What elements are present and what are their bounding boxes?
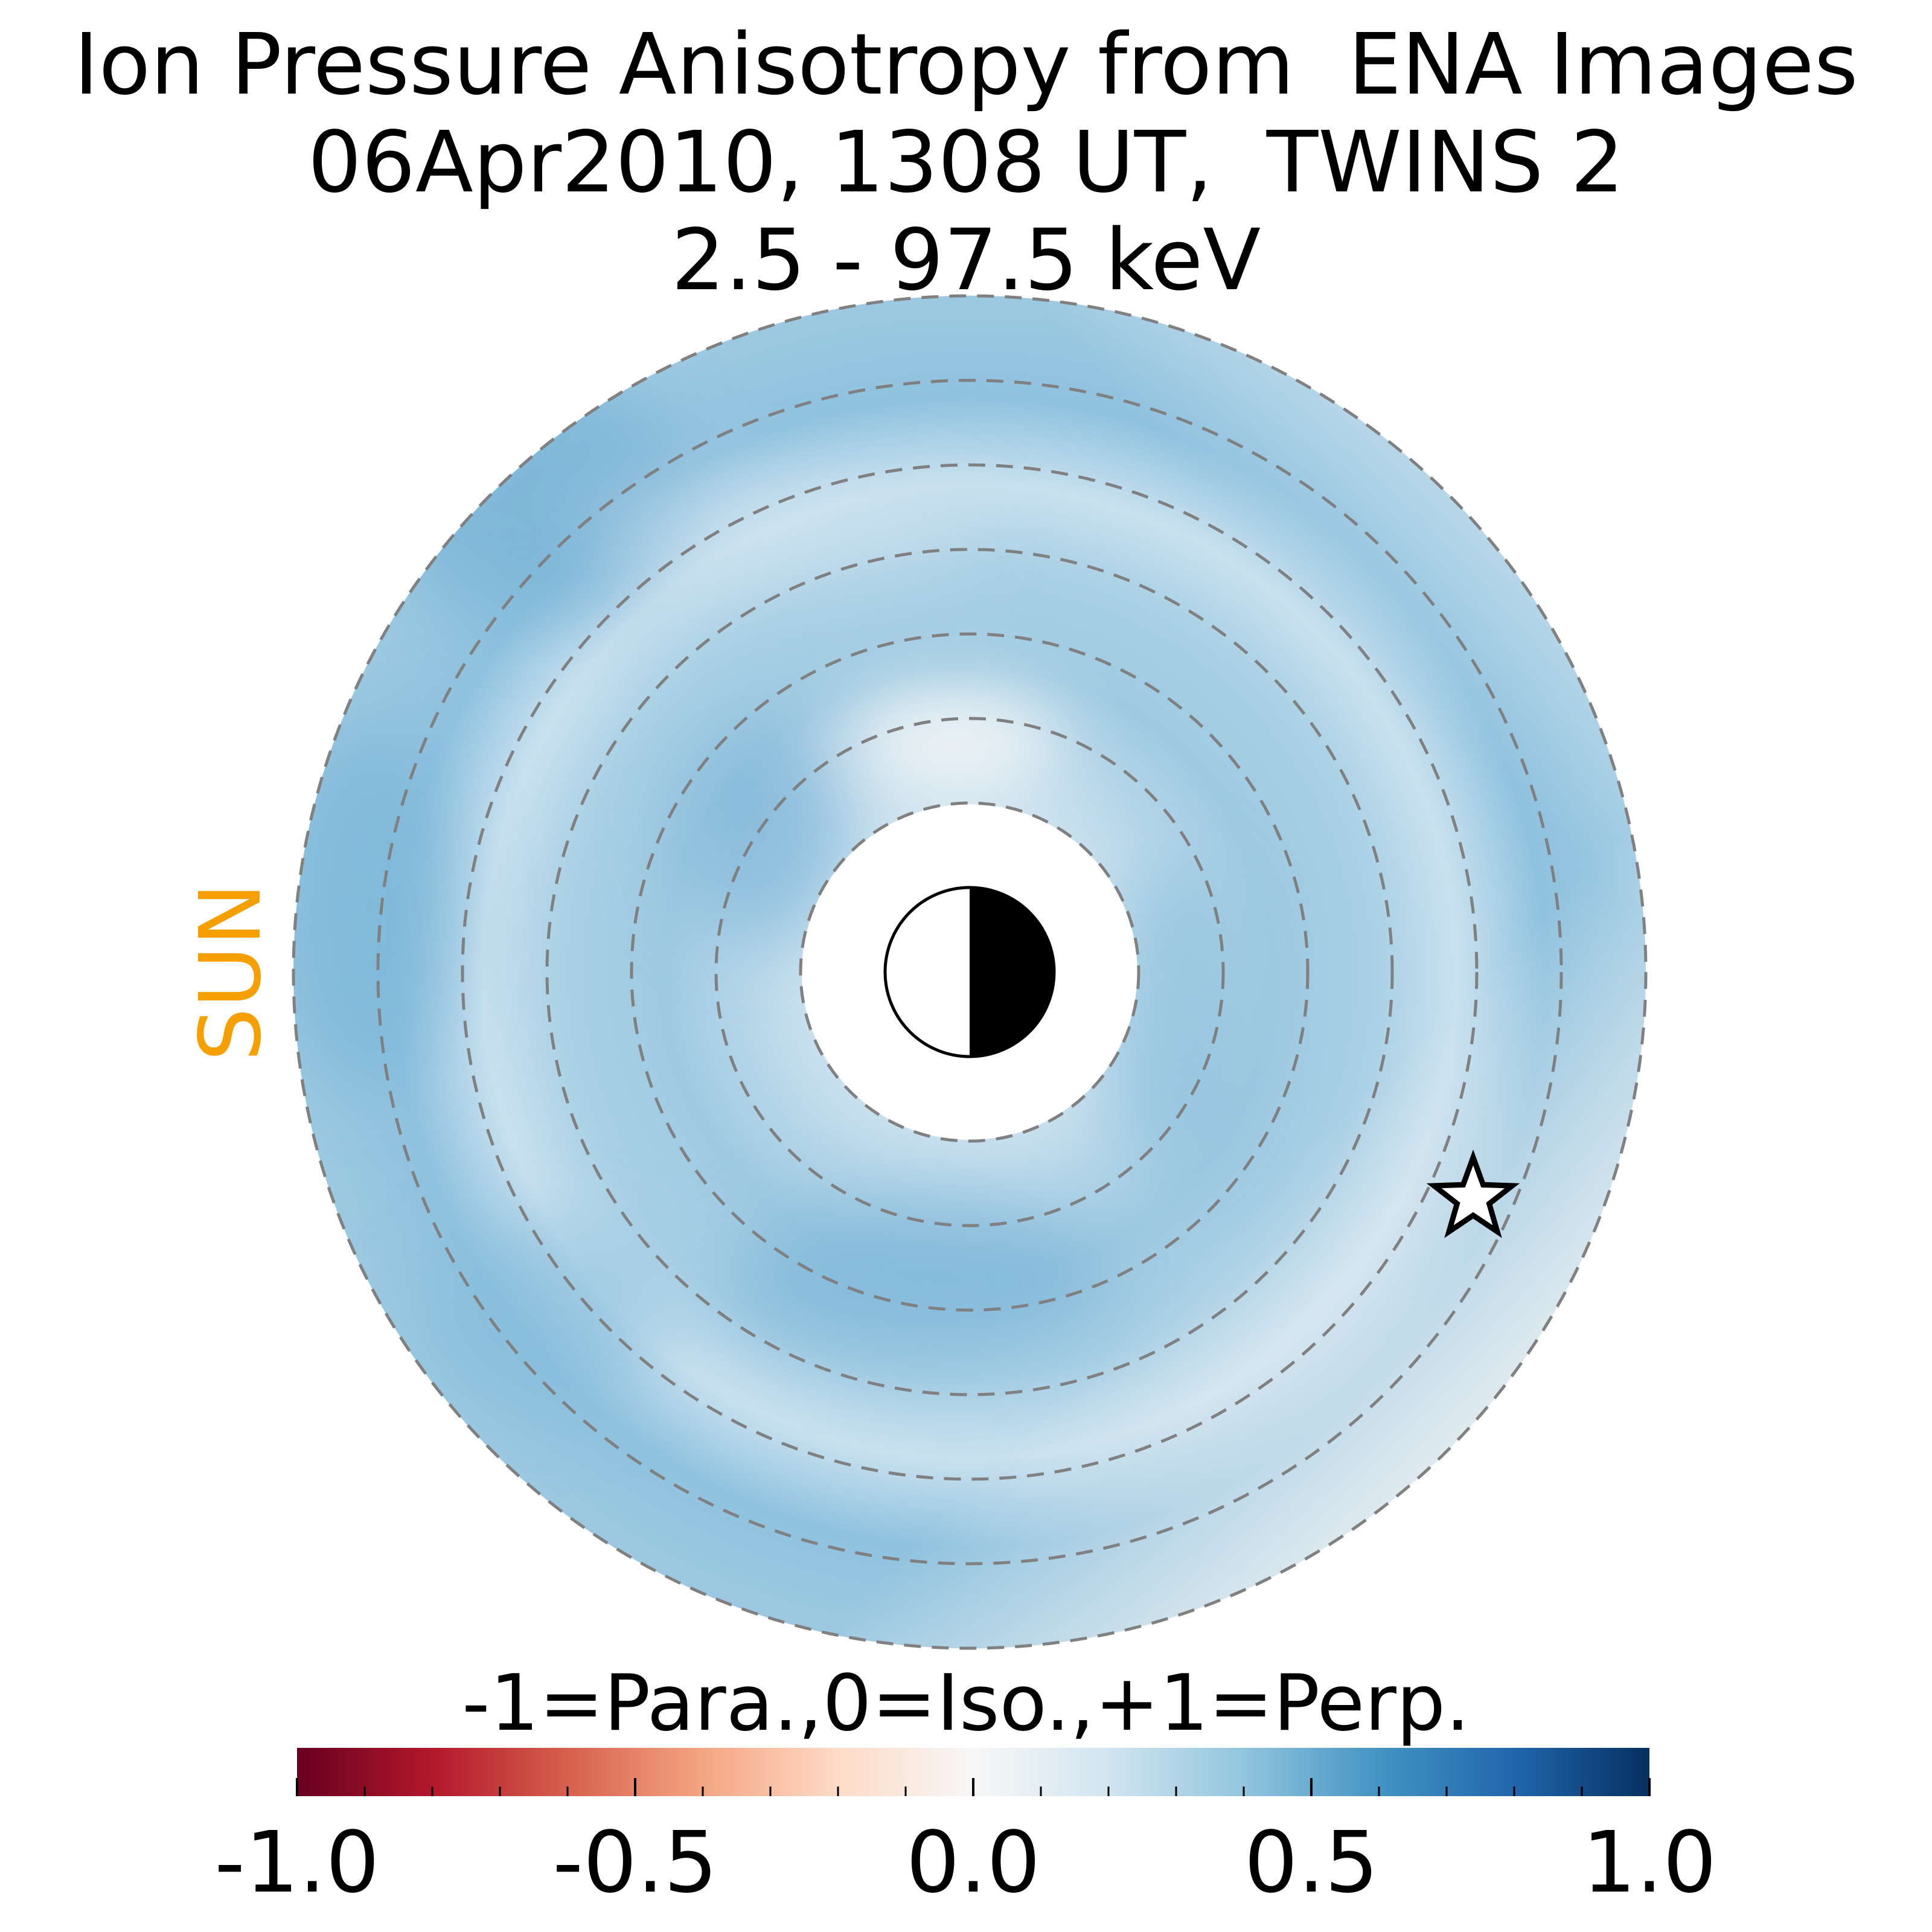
field-patch-lower-left	[423, 1220, 664, 1413]
grid-ring-4	[545, 548, 1394, 1396]
colorbar-tick-label: -0.5	[552, 1814, 718, 1912]
grid-ring-5	[461, 463, 1479, 1481]
grid-ring-6	[376, 379, 1563, 1566]
earth-outline	[883, 886, 1056, 1058]
grid-ring-1	[799, 801, 1140, 1143]
grid-ring-2	[714, 717, 1225, 1227]
chart-title-line-1: Ion Pressure Anisotropy from ENA Images	[74, 16, 1858, 114]
colorbar-label: -1=Para.,0=Iso.,+1=Perp.	[462, 1659, 1470, 1748]
dashed-grid-rings	[292, 294, 1648, 1650]
chart-title-line-2: 06Apr2010, 1308 UT, TWINS 2	[307, 114, 1625, 212]
colorbar-tick-label: 0.5	[1244, 1814, 1379, 1912]
colorbar-ticks	[296, 1778, 1651, 1796]
chart-title-line-3: 2.5 - 97.5 keV	[671, 211, 1261, 310]
field-patch-light-band-upper	[592, 477, 978, 586]
star-marker-icon	[1426, 1149, 1520, 1238]
top-right-fade	[966, 295, 1646, 966]
earth-night-side	[970, 888, 1054, 1057]
grid-ring-7	[292, 294, 1648, 1650]
grid-ring-3	[630, 632, 1310, 1312]
colorbar-tick-label: 0.0	[906, 1814, 1041, 1912]
field-patch-inner-left	[676, 724, 845, 942]
colorbar-tick-label: 1.0	[1582, 1814, 1717, 1912]
field-patch-left-strong	[293, 724, 453, 1087]
colorbar-tick-label: -1.0	[214, 1814, 380, 1912]
earth-symbol-icon	[883, 886, 1056, 1058]
colorbar	[296, 1748, 1651, 1796]
